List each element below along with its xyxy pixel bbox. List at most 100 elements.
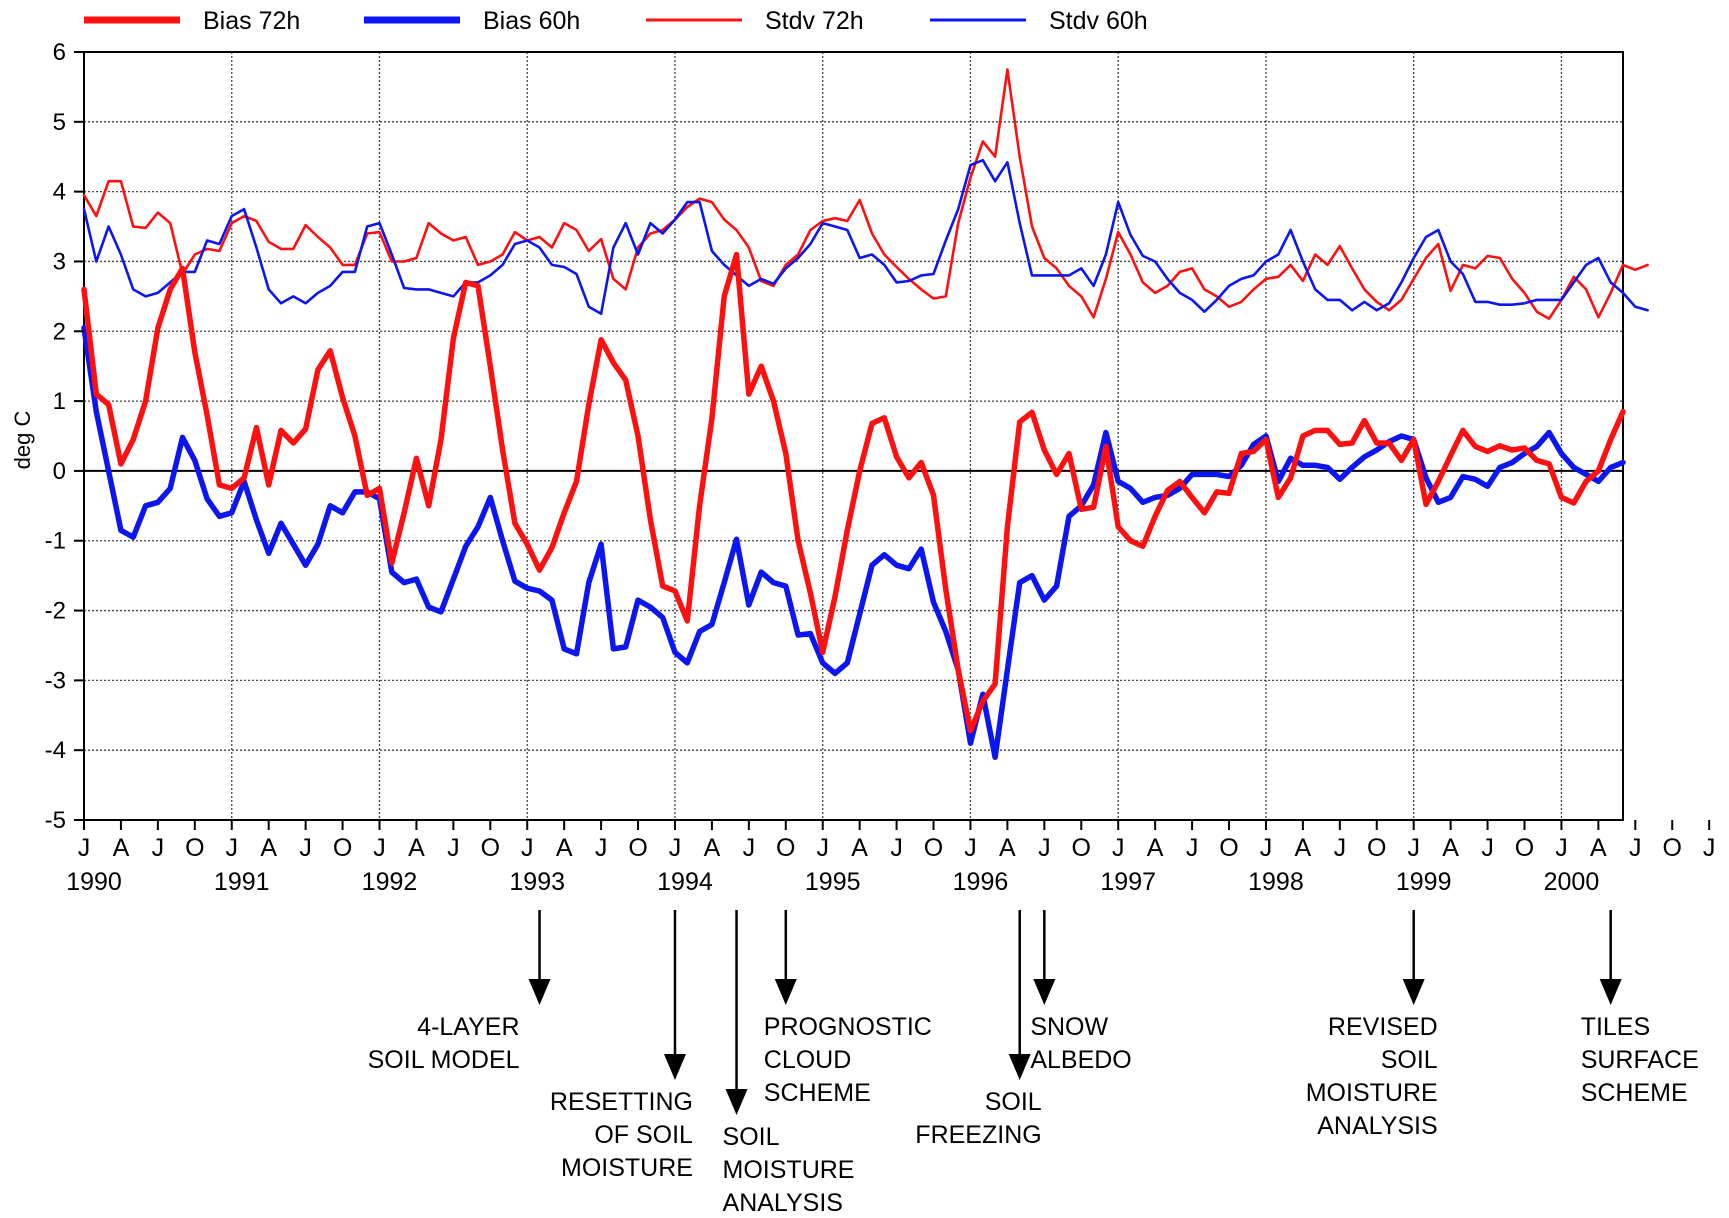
- x-tick-label: J: [964, 834, 977, 862]
- x-tick-label: A: [1590, 834, 1607, 862]
- year-label: 1993: [509, 868, 565, 896]
- series-line-bias-60h: [81, 325, 1626, 760]
- year-label: 1992: [362, 868, 418, 896]
- x-tick-label: O: [1367, 834, 1386, 862]
- x-tick-label: A: [851, 834, 868, 862]
- annotation-text: SCHEME: [764, 1079, 871, 1107]
- year-label: 1994: [657, 868, 713, 896]
- x-tick-label: A: [408, 834, 425, 862]
- x-tick-label: J: [743, 834, 756, 862]
- arrow-down-icon: [663, 1054, 686, 1080]
- annotation-text: SURFACE: [1581, 1046, 1699, 1074]
- y-tick-label: -5: [45, 807, 66, 834]
- x-tick-label: A: [556, 834, 573, 862]
- y-tick-label: 4: [53, 179, 66, 206]
- x-tick-label: J: [1407, 834, 1420, 862]
- y-tick-label: 5: [53, 109, 66, 136]
- x-tick-label: J: [1703, 834, 1716, 862]
- grid: [84, 52, 1623, 820]
- x-tick-label: J: [373, 834, 386, 862]
- year-label: 1996: [953, 868, 1009, 896]
- x-tick-label: J: [225, 834, 238, 862]
- annotation-text: ANALYSIS: [1317, 1112, 1437, 1140]
- annotation: PROGNOSTIC CLOUD SCHEME: [764, 910, 932, 1107]
- x-tick-label: O: [1663, 834, 1682, 862]
- plot-frame: [83, 51, 1624, 821]
- annotation-text: PROGNOSTIC: [764, 1013, 932, 1041]
- arrow-down-icon: [1599, 979, 1622, 1005]
- x-tick-label: J: [816, 834, 829, 862]
- arrow-down-icon: [528, 979, 551, 1005]
- x-tick-label: J: [1555, 834, 1568, 862]
- x-tick-label: A: [704, 834, 721, 862]
- annotation-text: FREEZING: [915, 1121, 1041, 1149]
- y-tick-label: -1: [45, 528, 66, 555]
- y-tick-label: 6: [53, 39, 66, 66]
- year-label: 1999: [1396, 868, 1452, 896]
- annotation-text: SOIL MODEL: [368, 1046, 520, 1074]
- arrow-down-icon: [774, 979, 797, 1005]
- legend: Bias 72h Bias 60h Stdv 72h Stdv 60h: [84, 7, 1148, 35]
- year-label: 1997: [1100, 868, 1156, 896]
- series-line-stdv-60h: [82, 158, 1649, 316]
- annotation: SNOW ALBEDO: [1030, 910, 1132, 1074]
- y-tick-label: -4: [45, 737, 66, 764]
- annotation-text: ANALYSIS: [723, 1189, 843, 1217]
- arrow-down-icon: [725, 1089, 748, 1115]
- year-label: 2000: [1544, 868, 1600, 896]
- series-layer: [81, 68, 1649, 760]
- annotation-text: 4-LAYER: [417, 1013, 519, 1041]
- x-tick-label: O: [776, 834, 795, 862]
- x-tick-label: A: [1442, 834, 1459, 862]
- y-axis-label: deg C: [10, 411, 35, 470]
- arrow-down-icon: [1033, 979, 1056, 1005]
- annotation-text: MOISTURE: [561, 1154, 693, 1182]
- x-tick-label: O: [185, 834, 204, 862]
- annotations: 4-LAYER SOIL MODEL RESETTING OF SOIL MOISTUR…: [368, 910, 1699, 1217]
- x-tick-label: J: [447, 834, 460, 862]
- annotation-text: ALBEDO: [1030, 1046, 1131, 1074]
- x-tick-label: J: [1481, 834, 1494, 862]
- annotation-text: CLOUD: [764, 1046, 852, 1074]
- x-tick-label: O: [924, 834, 943, 862]
- arrow-down-icon: [1008, 1054, 1031, 1080]
- x-tick-label: J: [595, 834, 608, 862]
- x-tick-label: J: [1629, 834, 1642, 862]
- year-label: 1998: [1248, 868, 1304, 896]
- x-tick-label: J: [1334, 834, 1347, 862]
- annotation-text: SCHEME: [1581, 1079, 1688, 1107]
- x-tick-label: A: [999, 834, 1016, 862]
- x-tick-label: J: [1260, 834, 1273, 862]
- annotation: RESETTING OF SOIL MOISTURE: [550, 910, 693, 1182]
- legend-label: Stdv 72h: [765, 7, 864, 35]
- year-label: 1990: [66, 868, 122, 896]
- annotation: SOIL MOISTURE ANALYSIS: [723, 910, 854, 1217]
- series-line-bias-72h: [81, 251, 1626, 734]
- x-tick-label: O: [1219, 834, 1238, 862]
- legend-label: Bias 60h: [483, 7, 580, 35]
- y-tick-label: -2: [45, 598, 66, 625]
- annotation: 4-LAYER SOIL MODEL: [368, 910, 551, 1074]
- annotation-text: SNOW: [1030, 1013, 1108, 1041]
- annotation-text: MOISTURE: [1306, 1079, 1438, 1107]
- annotation: REVISED SOIL MOISTURE ANALYSIS: [1306, 910, 1438, 1140]
- x-tick-label: A: [1295, 834, 1312, 862]
- x-tick-label: J: [1112, 834, 1125, 862]
- annotation-text: SOIL: [723, 1123, 780, 1151]
- y-tick-label: 2: [53, 318, 66, 345]
- x-tick-label: J: [299, 834, 312, 862]
- x-tick-label: A: [260, 834, 277, 862]
- arrow-down-icon: [1402, 979, 1425, 1005]
- year-label: 1991: [214, 868, 270, 896]
- x-tick-label: J: [669, 834, 682, 862]
- x-tick-label: J: [152, 834, 165, 862]
- x-tick-label: J: [890, 834, 903, 862]
- series-line-stdv-72h: [82, 68, 1649, 321]
- legend-label: Stdv 60h: [1049, 7, 1148, 35]
- annotation-text: OF SOIL: [594, 1121, 693, 1149]
- annotation-text: SOIL: [985, 1088, 1042, 1116]
- x-tick-label: O: [628, 834, 647, 862]
- y-tick-label: -3: [45, 667, 66, 694]
